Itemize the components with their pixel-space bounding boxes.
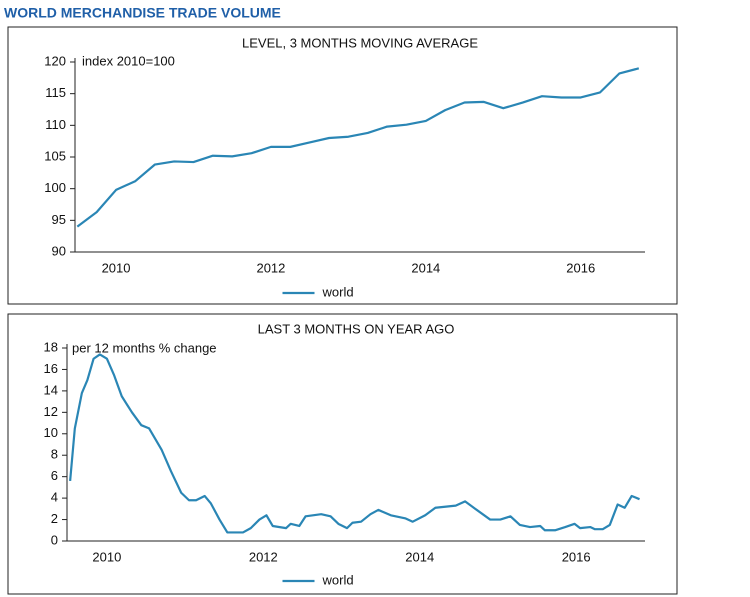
x-tick-label: 2014 [405, 549, 434, 564]
y-tick-label: 6 [51, 468, 58, 483]
annotation: index 2010=100 [82, 53, 175, 68]
x-tick-label: 2014 [411, 260, 440, 275]
legend-label: world [322, 572, 354, 587]
x-tick-label: 2012 [249, 549, 278, 564]
y-tick-label: 14 [44, 382, 58, 397]
data-line [76, 67, 640, 228]
y-tick-label: 4 [51, 490, 58, 505]
y-tick-label: 16 [44, 361, 58, 376]
x-tick-label: 2016 [562, 549, 591, 564]
y-tick-label: 10 [44, 425, 58, 440]
y-tick-label: 110 [45, 117, 66, 132]
x-tick-label: 2016 [566, 260, 595, 275]
y-tick-label: 12 [44, 404, 58, 419]
panel-frame [7, 313, 678, 595]
x-tick-label: 2012 [256, 260, 285, 275]
y-tick-label: 100 [44, 180, 66, 195]
x-tick-label: 2010 [92, 549, 121, 564]
y-tick-label: 2 [51, 511, 58, 526]
annotation: per 12 months % change [72, 340, 217, 355]
chart-title: LEVEL, 3 MONTHS MOVING AVERAGE [242, 35, 478, 50]
x-tick-label: 2010 [102, 260, 131, 275]
panel-frame [7, 26, 678, 305]
y-tick-label: 18 [44, 339, 58, 354]
y-tick-label: 115 [45, 85, 66, 100]
y-tick-label: 105 [44, 148, 66, 163]
data-line [69, 353, 640, 534]
legend-label: world [322, 284, 354, 299]
y-tick-label: 120 [44, 53, 66, 68]
y-tick-label: 95 [52, 212, 66, 227]
y-tick-label: 0 [51, 532, 58, 547]
y-tick-label: 8 [51, 447, 58, 462]
chart-title: LAST 3 MONTHS ON YEAR AGO [258, 321, 455, 336]
y-tick-label: 90 [52, 243, 66, 258]
page-title: WORLD MERCHANDISE TRADE VOLUME [4, 5, 281, 21]
